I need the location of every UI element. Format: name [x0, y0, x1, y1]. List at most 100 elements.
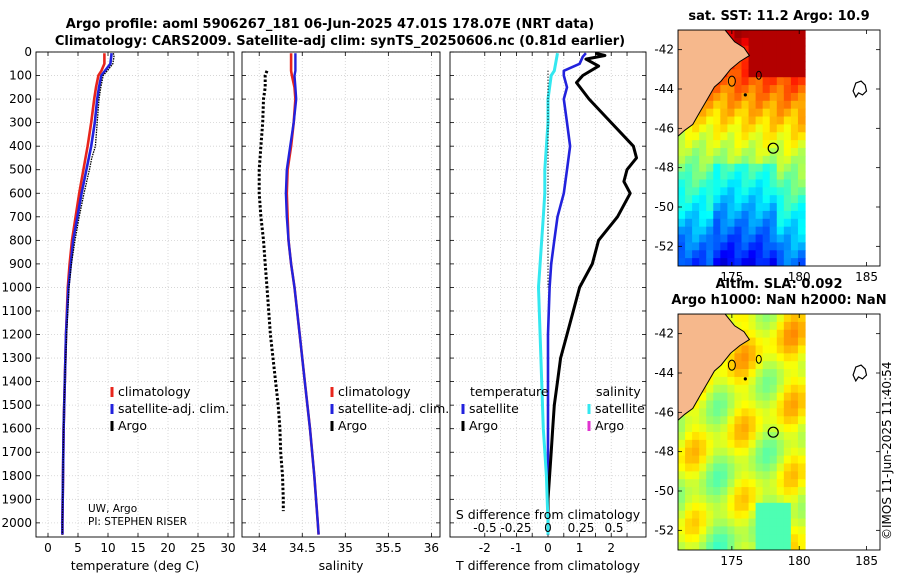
- map-cell: [692, 432, 700, 441]
- map-cell: [748, 329, 757, 339]
- map-cell: [755, 163, 764, 173]
- map-cell: [762, 140, 771, 149]
- map-cell: [727, 92, 736, 102]
- map-cell: [783, 329, 792, 339]
- map-cell: [741, 140, 750, 149]
- map-cell: [678, 148, 686, 157]
- map-y-tick-label: -42: [654, 43, 674, 57]
- map-cell: [790, 487, 799, 496]
- map-cell: [678, 234, 686, 243]
- y-tick-label: 1400: [1, 375, 32, 389]
- map-cell: [762, 345, 771, 354]
- map-cell: [797, 77, 806, 86]
- map-cell: [769, 463, 778, 472]
- map-x-tick-label: 180: [788, 270, 811, 284]
- map-cell: [706, 542, 714, 550]
- map-cell: [734, 510, 743, 520]
- x-axis-label: temperature (deg C): [71, 558, 200, 573]
- map-cell: [699, 116, 707, 125]
- y-tick-label: 200: [9, 92, 32, 106]
- map-cell: [790, 226, 799, 236]
- map-cell: [783, 424, 792, 433]
- map-cell: [790, 108, 799, 118]
- map-cell: [790, 53, 799, 63]
- map-cell: [769, 258, 778, 266]
- map-chatham-islands: [852, 364, 868, 383]
- map-cell: [790, 369, 799, 378]
- map-cell: [769, 187, 778, 196]
- map-cell: [748, 424, 757, 433]
- map-cell: [748, 242, 757, 251]
- map-cell: [783, 218, 792, 228]
- map-cell: [734, 447, 743, 457]
- map-cell: [720, 242, 728, 251]
- map-cell: [755, 471, 764, 480]
- map-cell: [797, 195, 806, 204]
- map-cell: [727, 361, 736, 370]
- map-cell: [776, 345, 785, 354]
- x-tick-label: 34: [252, 541, 267, 555]
- map-cell: [776, 45, 785, 55]
- map-cell: [727, 408, 736, 417]
- map-cell: [783, 85, 792, 94]
- map-cell: [727, 179, 736, 188]
- map-cell: [699, 124, 707, 133]
- y-tick-label: 400: [9, 139, 32, 153]
- map-cell: [769, 455, 778, 465]
- y-tick-label: 1800: [1, 469, 32, 483]
- map-cell: [762, 163, 771, 173]
- map-cell: [734, 321, 743, 331]
- map-cell: [783, 526, 792, 535]
- series-satellite-adj-clim-: [284, 53, 320, 535]
- map-cell: [755, 329, 764, 339]
- map-cell: [748, 108, 757, 118]
- map-cell: [755, 345, 764, 354]
- map-cell: [762, 526, 771, 535]
- map-cell: [769, 116, 778, 125]
- map-cell: [706, 447, 714, 457]
- map-cell: [769, 510, 778, 520]
- map-cell: [797, 30, 806, 39]
- map-cell: [706, 534, 714, 543]
- map-cell: [797, 416, 806, 425]
- legend-label: climatology: [338, 384, 411, 399]
- map-cell: [776, 226, 785, 236]
- map-cell: [713, 479, 721, 488]
- map-cell: [727, 163, 736, 173]
- map-cell: [720, 187, 728, 196]
- map-cell: [783, 439, 792, 449]
- map-cell: [741, 408, 750, 417]
- map-cell: [720, 85, 728, 94]
- map-cell: [797, 61, 806, 70]
- map-cell: [776, 353, 785, 362]
- map-cell: [734, 30, 743, 39]
- map-cell: [741, 321, 750, 331]
- map-cell: [748, 502, 757, 512]
- map-land-newzealand: [678, 314, 751, 421]
- map-cell: [755, 542, 764, 550]
- map-cell: [706, 487, 714, 496]
- map-cell: [755, 155, 764, 165]
- map-cell: [706, 376, 714, 386]
- map-cell: [706, 108, 714, 118]
- map-cell: [678, 226, 686, 236]
- map-cell: [699, 432, 707, 441]
- series-satellite-adj-clim-: [61, 53, 113, 535]
- map-cell: [769, 85, 778, 94]
- map-cell: [734, 432, 743, 441]
- map-cell: [776, 77, 785, 86]
- map-cell: [727, 487, 736, 496]
- map-cell: [776, 416, 785, 425]
- map-cell: [783, 471, 792, 480]
- map-cell: [720, 361, 728, 370]
- map-cell: [692, 471, 700, 480]
- map-cell: [720, 218, 728, 228]
- map-cell: [685, 408, 693, 417]
- map-cell: [755, 258, 764, 266]
- map-cell: [720, 384, 728, 394]
- map-cell: [776, 439, 785, 449]
- map-cell: [713, 218, 721, 228]
- map-chatham-islands: [852, 80, 868, 99]
- map-cell: [706, 124, 714, 133]
- map-cell: [699, 408, 707, 417]
